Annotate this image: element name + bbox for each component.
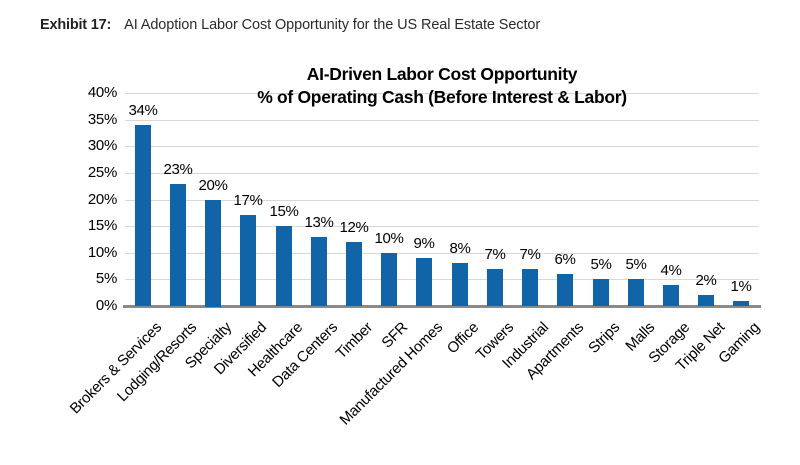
bar xyxy=(698,295,714,306)
bar-value-label: 7% xyxy=(519,246,541,263)
bar xyxy=(663,285,679,306)
y-tick-label: 25% xyxy=(87,164,117,181)
exhibit-header: Exhibit 17: AI Adoption Labor Cost Opport… xyxy=(40,17,540,33)
bar-value-label: 12% xyxy=(339,219,369,236)
x-axis-baseline xyxy=(123,305,761,308)
bar-value-label: 10% xyxy=(374,230,404,247)
bar xyxy=(135,125,151,306)
bar xyxy=(452,263,468,306)
bar-value-label: 5% xyxy=(625,256,647,273)
chart-title: AI-Driven Labor Cost Opportunity xyxy=(306,64,578,84)
bar-value-label: 5% xyxy=(590,256,612,273)
bar-value-label: 20% xyxy=(198,177,228,194)
bar-value-label: 17% xyxy=(233,192,263,209)
bar xyxy=(593,279,609,306)
chart-subtitle: % of Operating Cash (Before Interest & L… xyxy=(257,87,627,107)
bar xyxy=(416,258,432,306)
bar-value-label: 7% xyxy=(484,246,506,263)
bar-value-label: 23% xyxy=(163,161,193,178)
bar-value-label: 2% xyxy=(695,272,717,289)
bar-value-label: 6% xyxy=(554,251,576,268)
gridline xyxy=(125,146,759,147)
exhibit-title: AI Adoption Labor Cost Opportunity for t… xyxy=(124,17,541,33)
bar xyxy=(346,242,362,306)
gridline xyxy=(125,120,759,121)
y-tick-label: 40% xyxy=(87,84,117,101)
bar-value-label: 4% xyxy=(660,262,682,279)
bar xyxy=(487,269,503,306)
gridline xyxy=(125,279,759,280)
bar xyxy=(628,279,644,306)
chart-title-block: AI-Driven Labor Cost Opportunity % of Op… xyxy=(125,63,759,109)
y-tick-label: 5% xyxy=(95,270,117,287)
y-tick-label: 0% xyxy=(95,297,117,314)
y-tick-label: 15% xyxy=(87,217,117,234)
bar xyxy=(311,237,327,306)
bar-value-label: 9% xyxy=(413,235,435,252)
y-tick-label: 20% xyxy=(87,191,117,208)
bar xyxy=(733,301,749,306)
bar-value-label: 8% xyxy=(449,240,471,257)
bar xyxy=(240,215,256,306)
gridline xyxy=(125,253,759,254)
bar xyxy=(276,226,292,306)
exhibit-number-label: Exhibit 17: xyxy=(40,17,112,33)
bar-value-label: 15% xyxy=(269,203,299,220)
y-tick-label: 35% xyxy=(87,111,117,128)
gridline xyxy=(125,226,759,227)
gridline xyxy=(125,93,759,94)
y-tick-label: 10% xyxy=(87,244,117,261)
bar-value-label: 13% xyxy=(304,214,334,231)
gridline xyxy=(125,173,759,174)
bar xyxy=(557,274,573,306)
bar-value-label: 1% xyxy=(730,278,752,295)
gridline xyxy=(125,200,759,201)
bar xyxy=(381,253,397,306)
y-tick-label: 30% xyxy=(87,137,117,154)
bar xyxy=(205,200,221,307)
bar xyxy=(170,184,186,306)
bar xyxy=(522,269,538,306)
bar-value-label: 34% xyxy=(128,102,158,119)
